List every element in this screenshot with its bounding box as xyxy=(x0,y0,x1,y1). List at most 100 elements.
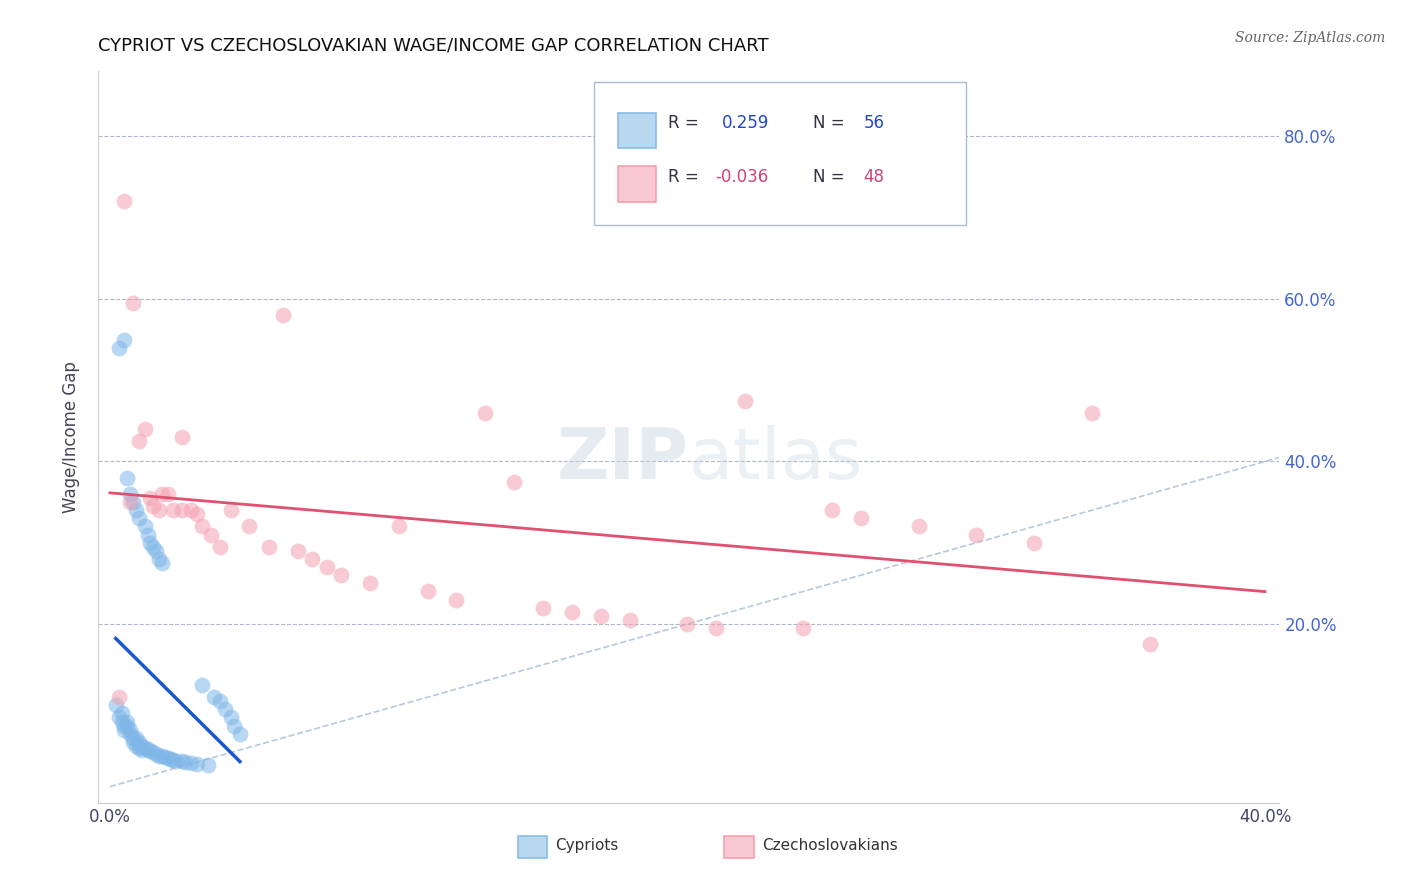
Point xyxy=(110,706,132,721)
Point xyxy=(107,341,129,355)
Point xyxy=(159,752,181,766)
Point xyxy=(134,740,156,755)
Text: N =: N = xyxy=(813,169,849,186)
Bar xyxy=(619,113,655,148)
Point xyxy=(145,747,167,761)
Point xyxy=(792,621,814,635)
Point xyxy=(120,487,142,501)
Point xyxy=(180,756,202,770)
Point xyxy=(128,735,150,749)
Point xyxy=(136,527,159,541)
Point xyxy=(238,519,260,533)
Point xyxy=(197,757,219,772)
FancyBboxPatch shape xyxy=(595,82,966,225)
Point xyxy=(359,576,381,591)
Point xyxy=(219,710,242,724)
Point xyxy=(224,718,246,732)
Text: CYPRIOT VS CZECHOSLOVAKIAN WAGE/INCOME GAP CORRELATION CHART: CYPRIOT VS CZECHOSLOVAKIAN WAGE/INCOME G… xyxy=(98,37,769,54)
Point xyxy=(153,750,176,764)
Point xyxy=(734,393,756,408)
Point xyxy=(287,544,309,558)
Point xyxy=(446,592,468,607)
Point xyxy=(156,487,179,501)
Point xyxy=(191,519,214,533)
Point xyxy=(112,723,135,737)
Point xyxy=(180,503,202,517)
Point xyxy=(156,751,179,765)
Point xyxy=(125,503,148,517)
Text: ZIP: ZIP xyxy=(557,425,689,493)
Point xyxy=(117,718,139,732)
Point xyxy=(531,600,554,615)
Point xyxy=(257,540,280,554)
Text: Czechoslovakians: Czechoslovakians xyxy=(762,838,898,853)
Point xyxy=(122,731,145,745)
Point xyxy=(474,406,496,420)
Bar xyxy=(724,836,754,858)
Point xyxy=(142,499,165,513)
Point xyxy=(139,744,162,758)
Point xyxy=(128,740,150,755)
Text: Source: ZipAtlas.com: Source: ZipAtlas.com xyxy=(1234,31,1385,45)
Point xyxy=(330,568,353,582)
Point xyxy=(676,617,699,632)
Point xyxy=(821,503,844,517)
Point xyxy=(131,739,153,753)
Point xyxy=(134,519,156,533)
Point xyxy=(107,710,129,724)
Point xyxy=(1022,535,1045,549)
Point xyxy=(120,495,142,509)
Point xyxy=(172,755,194,769)
Point xyxy=(162,753,184,767)
Point xyxy=(150,556,173,570)
Bar xyxy=(517,836,547,858)
Point xyxy=(150,487,173,501)
Point xyxy=(117,471,139,485)
Text: 0.259: 0.259 xyxy=(723,113,769,131)
Point xyxy=(142,746,165,760)
Point xyxy=(229,727,252,741)
Point xyxy=(134,422,156,436)
Point xyxy=(174,755,197,769)
Point xyxy=(120,727,142,741)
Text: 48: 48 xyxy=(863,169,884,186)
Point xyxy=(128,511,150,525)
Point xyxy=(128,434,150,449)
Point xyxy=(142,540,165,554)
Point xyxy=(139,491,162,505)
Point xyxy=(145,544,167,558)
Point xyxy=(125,739,148,753)
Point xyxy=(301,552,323,566)
Point xyxy=(110,714,132,729)
Y-axis label: Wage/Income Gap: Wage/Income Gap xyxy=(62,361,80,513)
Point xyxy=(1139,637,1161,651)
Point xyxy=(271,308,294,322)
Text: atlas: atlas xyxy=(689,425,863,493)
Point xyxy=(112,333,135,347)
Point xyxy=(150,749,173,764)
Text: R =: R = xyxy=(668,113,703,131)
Point xyxy=(136,742,159,756)
Point xyxy=(907,519,929,533)
Point xyxy=(148,503,170,517)
Point xyxy=(125,731,148,745)
Point xyxy=(619,613,641,627)
Point xyxy=(186,756,208,771)
Point xyxy=(202,690,225,705)
Point xyxy=(148,552,170,566)
Text: R =: R = xyxy=(668,169,703,186)
Point xyxy=(131,743,153,757)
Point xyxy=(388,519,411,533)
Point xyxy=(208,694,231,708)
Text: 56: 56 xyxy=(863,113,884,131)
Point xyxy=(107,690,129,705)
Point xyxy=(561,605,583,619)
Point xyxy=(589,608,612,623)
Point xyxy=(122,296,145,310)
Point xyxy=(117,714,139,729)
Point xyxy=(849,511,872,525)
Point xyxy=(172,430,194,444)
Point xyxy=(1081,406,1104,420)
Point xyxy=(172,503,194,517)
Point xyxy=(120,723,142,737)
